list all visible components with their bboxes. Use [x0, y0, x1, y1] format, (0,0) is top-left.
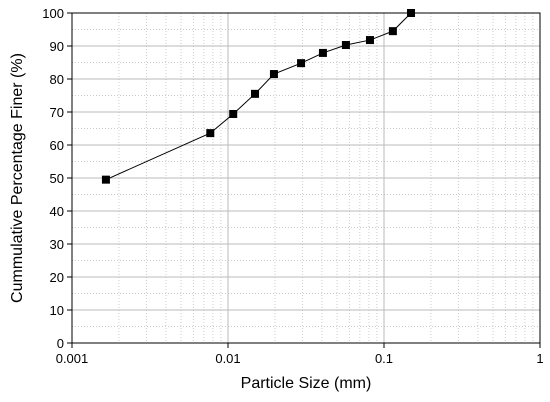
x-tick-label: 0.1: [375, 351, 393, 366]
data-point: [365, 36, 374, 45]
y-axis-label: Cummulative Percentage Finer (%): [9, 53, 26, 303]
data-point: [407, 9, 416, 17]
x-tick-label: 0.01: [215, 351, 240, 366]
data-point: [251, 89, 260, 98]
y-tick-label: 10: [50, 303, 64, 318]
y-tick-label: 50: [50, 171, 64, 186]
y-tick-label: 90: [50, 39, 64, 54]
y-tick-label: 30: [50, 237, 64, 252]
y-tick-label: 0: [57, 336, 64, 351]
data-point: [206, 129, 215, 138]
x-tick-label: 1: [536, 351, 543, 366]
data-point: [297, 59, 306, 68]
data-point: [388, 27, 397, 36]
data-point: [101, 175, 110, 184]
y-tick-label: 70: [50, 105, 64, 120]
y-tick-label: 100: [42, 6, 64, 21]
data-point: [269, 70, 278, 79]
data-point: [318, 48, 327, 57]
y-tick-label: 40: [50, 204, 64, 219]
y-tick-label: 60: [50, 138, 64, 153]
x-axis-label: Particle Size (mm): [241, 375, 372, 392]
x-tick-label: 0.001: [56, 351, 89, 366]
data-point: [229, 109, 238, 118]
data-point: [341, 41, 350, 50]
y-tick-label: 20: [50, 270, 64, 285]
y-tick-label: 80: [50, 72, 64, 87]
plot-frame: [71, 12, 541, 344]
